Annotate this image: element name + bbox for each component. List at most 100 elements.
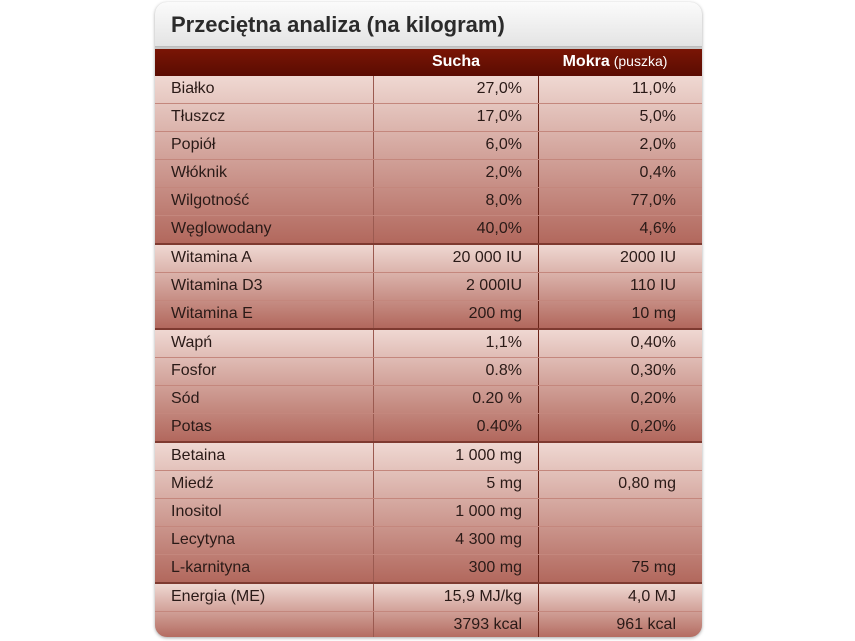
row-wet-value: 0,4% xyxy=(639,164,676,181)
table-row: Wilgotność 8,0% 77,0% xyxy=(155,187,702,215)
column-divider xyxy=(373,301,374,328)
column-divider xyxy=(538,414,539,441)
table-row: Wapń 1,1% 0,40% xyxy=(155,330,702,357)
table-row: Lecytyna 4 300 mg xyxy=(155,526,702,554)
table-row: 3793 kcal 961 kcal xyxy=(155,611,702,637)
column-divider xyxy=(538,330,539,357)
row-dry-value: 0.40% xyxy=(476,418,522,435)
column-divider xyxy=(538,301,539,328)
column-divider xyxy=(373,160,374,187)
row-wet-value: 4,0 MJ xyxy=(627,588,676,605)
row-name: Miedź xyxy=(171,475,214,492)
column-divider xyxy=(373,76,374,103)
table-row: Tłuszcz 17,0% 5,0% xyxy=(155,103,702,131)
column-divider xyxy=(373,188,374,215)
row-wet-value: 75 mg xyxy=(631,559,676,576)
column-divider xyxy=(538,132,539,159)
title-bar: Przeciętna analiza (na kilogram) xyxy=(155,2,702,47)
row-wet-value: 0,20% xyxy=(630,390,676,407)
header-wet-label: Mokra xyxy=(562,53,610,70)
row-dry-value: 20 000 IU xyxy=(452,249,522,266)
column-divider xyxy=(373,132,374,159)
column-divider xyxy=(538,188,539,215)
column-divider xyxy=(373,471,374,498)
column-divider xyxy=(373,104,374,131)
row-dry-value: 6,0% xyxy=(485,136,522,153)
header-wet: Mokra (puszka) xyxy=(539,53,691,71)
column-divider xyxy=(538,358,539,385)
row-dry-value: 0.8% xyxy=(485,362,522,379)
row-wet-value: 961 kcal xyxy=(616,616,676,633)
row-group: Białko 27,0% 11,0% Tłuszcz 17,0% 5,0% Popiół 6,… xyxy=(155,76,702,243)
column-divider xyxy=(538,216,539,243)
nutrition-card: Przeciętna analiza (na kilogram) Sucha M… xyxy=(155,2,702,637)
row-dry-value: 5 mg xyxy=(486,475,522,492)
row-group: Energia (ME) 15,9 MJ/kg 4,0 MJ 3793 kcal 961… xyxy=(155,582,702,637)
column-divider xyxy=(373,555,374,582)
table-row: Inositol 1 000 mg xyxy=(155,498,702,526)
page-title: Przeciętna analiza (na kilogram) xyxy=(171,12,505,37)
row-name: Betaina xyxy=(171,447,226,464)
column-divider xyxy=(538,104,539,131)
row-wet-value: 110 IU xyxy=(630,277,676,294)
row-dry-value: 15,9 MJ/kg xyxy=(443,588,522,605)
table-body: Białko 27,0% 11,0% Tłuszcz 17,0% 5,0% Popiół 6,… xyxy=(155,76,702,637)
row-group: Betaina 1 000 mg Miedź 5 mg 0,80 mg Inositol 1… xyxy=(155,441,702,582)
row-name: Witamina E xyxy=(171,305,253,322)
row-name: Energia (ME) xyxy=(171,588,266,605)
row-group: Wapń 1,1% 0,40% Fosfor 0.8% 0,30% Sód 0.20 % 0,2… xyxy=(155,328,702,441)
table-row: Witamina A 20 000 IU 2000 IU xyxy=(155,245,702,272)
table-row: Fosfor 0.8% 0,30% xyxy=(155,357,702,385)
row-name: Lecytyna xyxy=(171,531,236,548)
column-divider xyxy=(538,273,539,300)
column-divider xyxy=(373,273,374,300)
row-dry-value: 4 300 mg xyxy=(455,531,522,548)
row-wet-value: 0,20% xyxy=(630,418,676,435)
column-divider xyxy=(538,386,539,413)
header-wet-note: (puszka) xyxy=(613,53,668,69)
column-divider xyxy=(538,499,539,526)
column-divider xyxy=(538,555,539,582)
column-divider xyxy=(538,527,539,554)
column-divider xyxy=(373,527,374,554)
row-group: Witamina A 20 000 IU 2000 IU Witamina D3 2 0… xyxy=(155,243,702,328)
table-row: Betaina 1 000 mg xyxy=(155,443,702,470)
column-divider xyxy=(373,386,374,413)
row-wet-value: 10 mg xyxy=(631,305,676,322)
column-divider xyxy=(538,612,539,637)
row-dry-value: 2 000IU xyxy=(465,277,522,294)
row-dry-value: 17,0% xyxy=(476,108,522,125)
row-wet-value: 0,80 mg xyxy=(618,475,676,492)
table-header: Sucha Mokra (puszka) xyxy=(155,49,702,76)
row-wet-value: 2000 IU xyxy=(619,249,676,266)
row-wet-value: 11,0% xyxy=(631,80,676,97)
row-dry-value: 1,1% xyxy=(485,334,522,351)
row-name: Sód xyxy=(171,390,200,407)
row-wet-value: 0,30% xyxy=(630,362,676,379)
table-row: Witamina E 200 mg 10 mg xyxy=(155,300,702,328)
row-name: Wilgotność xyxy=(171,192,250,209)
column-divider xyxy=(373,414,374,441)
row-name: Potas xyxy=(171,418,212,435)
row-name: L-karnityna xyxy=(171,559,251,576)
row-wet-value: 0,40% xyxy=(630,334,676,351)
row-dry-value: 2,0% xyxy=(485,164,522,181)
row-name: Popiół xyxy=(171,136,216,153)
row-dry-value: 27,0% xyxy=(476,80,522,97)
nutrition-table: Sucha Mokra (puszka) Białko 27,0% 11,0% Tłus… xyxy=(155,49,702,637)
row-name: Witamina D3 xyxy=(171,277,263,294)
column-divider xyxy=(538,443,539,470)
row-wet-value: 77,0% xyxy=(630,192,676,209)
row-name: Witamina A xyxy=(171,249,252,266)
row-dry-value: 40,0% xyxy=(476,220,522,237)
row-name: Węglowodany xyxy=(171,220,272,237)
column-divider xyxy=(538,471,539,498)
table-row: Energia (ME) 15,9 MJ/kg 4,0 MJ xyxy=(155,584,702,611)
column-divider xyxy=(373,443,374,470)
row-dry-value: 1 000 mg xyxy=(455,503,522,520)
table-row: L-karnityna 300 mg 75 mg xyxy=(155,554,702,582)
row-wet-value: 2,0% xyxy=(639,136,676,153)
row-dry-value: 3793 kcal xyxy=(453,616,523,633)
table-row: Witamina D3 2 000IU 110 IU xyxy=(155,272,702,300)
row-dry-value: 1 000 mg xyxy=(455,447,522,464)
